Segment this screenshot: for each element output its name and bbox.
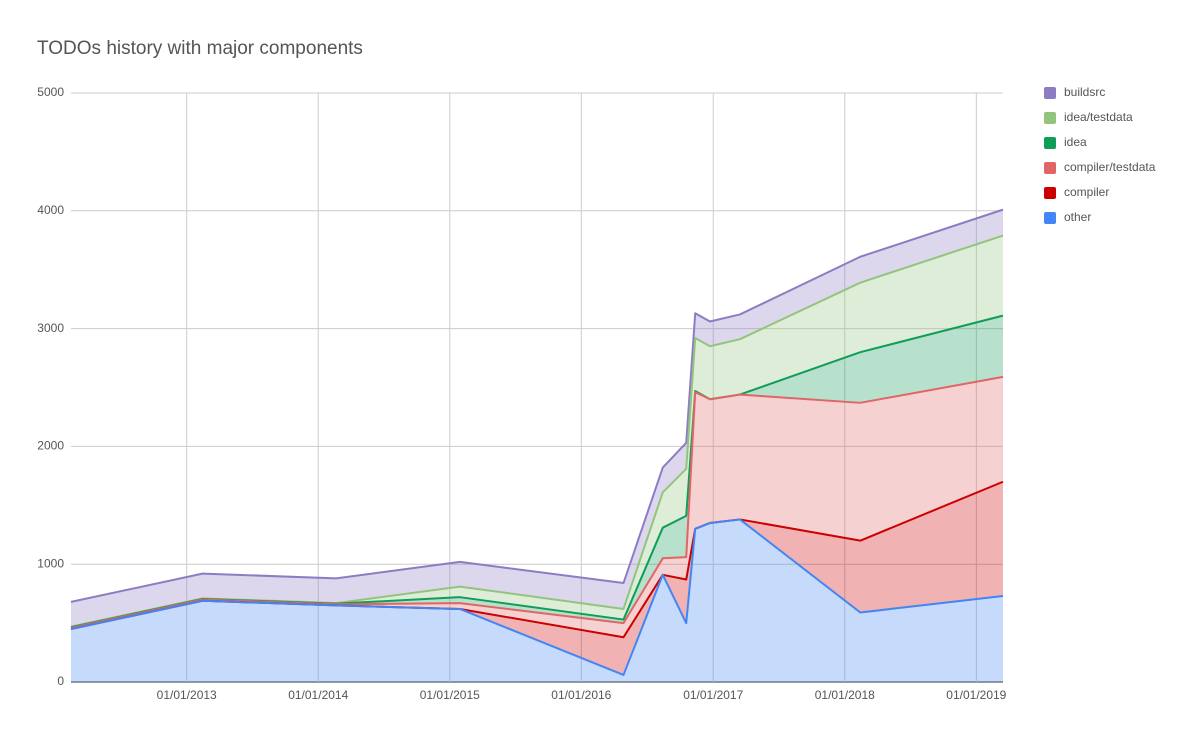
x-tick-label: 01/01/2016 [551,688,611,702]
legend-swatch [1044,187,1056,199]
y-tick-label: 5000 [37,85,64,99]
series-line [70,375,1004,629]
legend-swatch [1044,137,1056,149]
legend-swatch [1044,212,1056,224]
legend-label: idea [1064,135,1087,149]
legend-label: idea/testdata [1064,110,1133,124]
legend-label: buildsrc [1064,85,1105,99]
legend-swatch [1044,112,1056,124]
legend-swatch [1044,162,1056,174]
y-tick-label: 4000 [37,203,64,217]
x-tick-label: 01/01/2013 [157,688,217,702]
series-line [70,518,1004,676]
x-tick-label: 01/01/2017 [683,688,743,702]
chart-title: TODOs history with major components [37,38,363,59]
legend-label: other [1064,210,1091,224]
area [71,519,1003,682]
y-tick-label: 0 [57,674,64,688]
x-tick-label: 01/01/2014 [288,688,348,702]
area [71,235,1003,628]
legend-label: compiler/testdata [1064,160,1156,174]
area [71,315,1003,628]
legend-label: compiler [1064,185,1109,199]
area [71,209,1003,627]
area [71,376,1003,638]
x-tick-label: 01/01/2019 [946,688,1006,702]
y-tick-label: 2000 [37,439,64,453]
x-tick-label: 01/01/2015 [420,688,480,702]
y-tick-label: 3000 [37,321,64,335]
series-line [70,208,1004,603]
legend-swatch [1044,87,1056,99]
x-tick-label: 01/01/2018 [815,688,875,702]
area [71,481,1003,675]
y-tick-label: 1000 [37,556,64,570]
